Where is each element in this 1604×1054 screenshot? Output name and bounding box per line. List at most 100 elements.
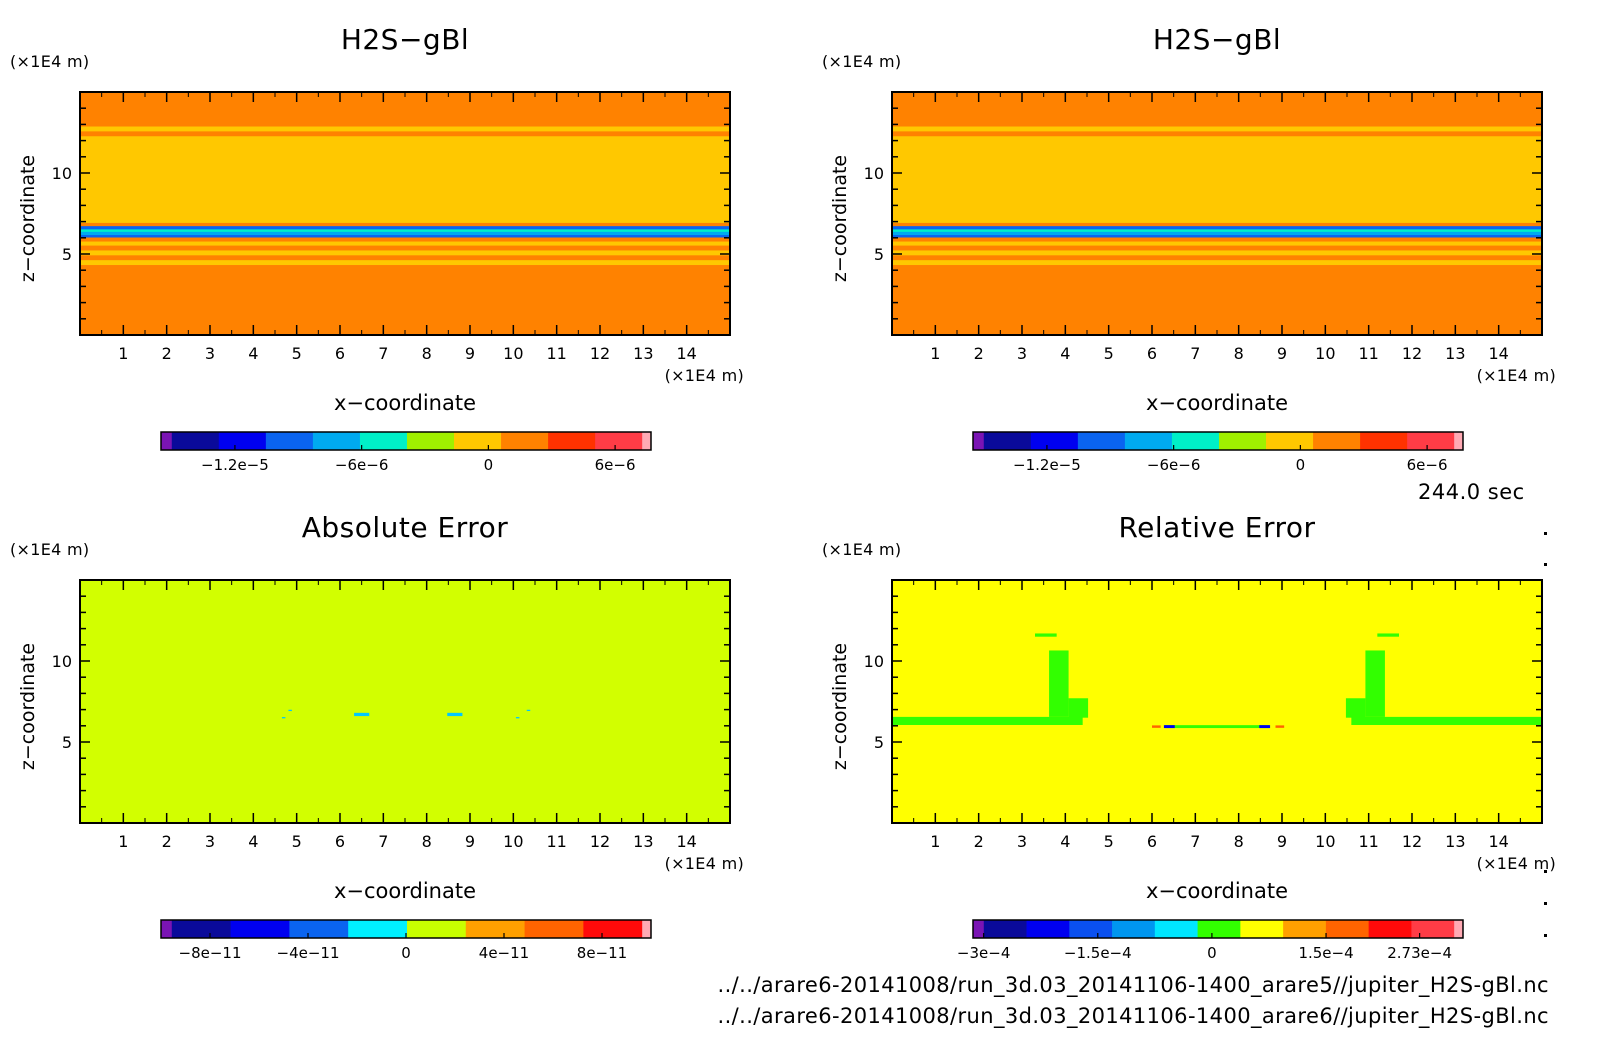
colorbar-swatch (595, 432, 643, 450)
data-band (80, 135, 730, 223)
x-tick-label: 4 (248, 832, 258, 851)
data-band (892, 228, 1542, 232)
chart-panel-4: Relative Error(×1E4 m)1 2 3 4 5 6 7 8 9 10 11 12 13 1… (822, 511, 1556, 962)
colorbar-swatch (1197, 920, 1241, 938)
colorbar-swatch (1454, 432, 1464, 450)
colorbar-swatch (1325, 920, 1370, 938)
x-tick-label: 11 (1358, 344, 1378, 363)
colorbar-tick-label: −6e−6 (335, 456, 388, 474)
data-patch (892, 716, 1083, 725)
y-tick-label: 10 (52, 164, 72, 183)
y-tick-label: 5 (874, 733, 884, 752)
colorbar-tick-label: −3e−4 (957, 944, 1010, 962)
data-band (80, 249, 730, 256)
x-tick-label: 5 (1104, 832, 1114, 851)
colorbar-swatch (1368, 920, 1412, 938)
data-band (892, 234, 1542, 238)
colorbar-swatch (548, 432, 596, 450)
colorbar-swatch (1266, 432, 1314, 450)
colorbar-swatch (501, 432, 549, 450)
x-tick-label: 12 (590, 832, 610, 851)
y-tick-label: 10 (864, 164, 884, 183)
chart-title: Absolute Error (302, 511, 509, 544)
data-band (80, 245, 730, 251)
colorbar-swatch (406, 432, 455, 450)
x-tick-label: 12 (590, 344, 610, 363)
colorbar-tick-label: 8e−11 (577, 944, 627, 962)
footer-file-1: ../../arare6-20141008/run_3d.03_20141106… (717, 973, 1549, 997)
data-patch (288, 709, 292, 712)
data-patch (515, 717, 520, 719)
x-tick-label: 11 (546, 344, 566, 363)
y-axis-label: z−coordinate (829, 155, 851, 282)
x-axis-label: x−coordinate (1146, 391, 1288, 415)
data-band (80, 236, 730, 242)
data-patch (354, 712, 370, 717)
colorbar-tick-label: 6e−6 (1407, 456, 1448, 474)
data-band (892, 259, 1542, 266)
colorbar-tick-label: 0 (1207, 944, 1217, 962)
x-tick-label: 9 (465, 832, 475, 851)
data-band (80, 126, 730, 132)
colorbar-swatch (406, 920, 467, 938)
data-band (892, 126, 1542, 132)
x-tick-label: 12 (1402, 832, 1422, 851)
colorbar-swatch (1240, 920, 1284, 938)
x-axis-label: x−coordinate (334, 391, 476, 415)
colorbar-swatch (583, 920, 643, 938)
colorbar-tick-label: −8e−11 (179, 944, 242, 962)
x-unit-label: (×1E4 m) (1477, 366, 1556, 385)
x-tick-label: 13 (1445, 832, 1465, 851)
x-tick-label: 4 (248, 344, 258, 363)
x-tick-label: 1 (118, 344, 128, 363)
colorbar-swatch (289, 920, 349, 938)
data-band (80, 254, 730, 261)
x-tick-label: 10 (1315, 344, 1335, 363)
data-band (892, 254, 1542, 261)
colorbar-swatch (1218, 432, 1267, 450)
colorbar-swatch (1360, 432, 1408, 450)
colorbar-swatch (973, 920, 985, 938)
chart-title: Relative Error (1118, 511, 1315, 544)
data-patch (1165, 725, 1269, 729)
x-unit-label: (×1E4 m) (665, 854, 744, 873)
colorbar-tick-label: −1.5e−4 (1064, 944, 1132, 962)
colorbar-swatch (1124, 432, 1173, 450)
footer-file-2: ../../arare6-20141008/run_3d.03_20141106… (717, 1004, 1549, 1028)
data-band (80, 234, 730, 238)
x-unit-label: (×1E4 m) (665, 366, 744, 385)
colorbar-swatch (230, 920, 290, 938)
x-tick-label: 14 (1488, 344, 1508, 363)
x-tick-label: 9 (1277, 832, 1287, 851)
x-tick-label: 1 (930, 832, 940, 851)
x-tick-label: 8 (422, 832, 432, 851)
data-band (80, 130, 730, 137)
colorbar-swatch (454, 432, 502, 450)
x-tick-label: 7 (1190, 832, 1200, 851)
y-unit-label: (×1E4 m) (10, 52, 89, 71)
colorbar-tick-label: 2.73e−4 (1387, 944, 1452, 962)
decorative-dot (1544, 532, 1547, 535)
data-band (892, 249, 1542, 256)
y-tick-label: 10 (52, 652, 72, 671)
x-tick-label: 13 (633, 832, 653, 851)
x-tick-label: 13 (1445, 344, 1465, 363)
colorbar-swatch (1407, 432, 1455, 450)
colorbar-swatch (1411, 920, 1455, 938)
colorbar-swatch (161, 432, 173, 450)
colorbar-swatch (983, 432, 1032, 450)
data-band (892, 264, 1542, 335)
data-band (892, 225, 1542, 230)
x-tick-label: 6 (1147, 832, 1157, 851)
x-tick-label: 3 (1017, 344, 1027, 363)
x-tick-label: 9 (1277, 344, 1287, 363)
x-tick-label: 12 (1402, 344, 1422, 363)
x-unit-label: (×1E4 m) (1477, 854, 1556, 873)
data-patch (1035, 633, 1057, 637)
plot-area (892, 92, 1542, 335)
decorative-dot (1544, 934, 1547, 937)
data-band (892, 241, 1542, 246)
x-tick-label: 2 (974, 832, 984, 851)
data-patch (1345, 698, 1366, 718)
